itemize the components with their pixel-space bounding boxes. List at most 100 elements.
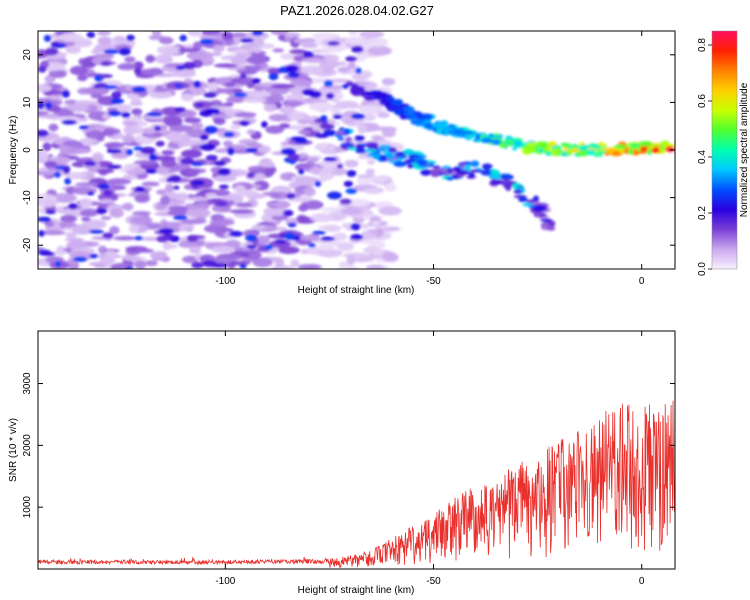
spectrogram-track-cell bbox=[407, 115, 417, 121]
spectrogram-noise-cell bbox=[300, 40, 319, 49]
spectrogram-y-label: Frequency (Hz) bbox=[8, 116, 19, 185]
spectrogram-noise-cell bbox=[339, 198, 352, 205]
spectrogram-noise-cell bbox=[210, 245, 236, 253]
spectrogram-noise-cell bbox=[48, 69, 67, 79]
spectrogram-track-cell bbox=[545, 151, 553, 155]
spectrogram-track-cell bbox=[372, 95, 386, 100]
spectrogram-noise-cell bbox=[323, 224, 342, 233]
spectrogram-branch-cell bbox=[451, 174, 461, 180]
colorbar-tick-label: 0.2 bbox=[697, 206, 708, 220]
spectrogram-noise-cell bbox=[81, 62, 96, 68]
colorbar-label: Normalized spectral amplitude bbox=[739, 82, 750, 217]
spectrogram-noise-cell bbox=[227, 261, 236, 269]
spectrogram-noise-cell bbox=[372, 250, 384, 255]
spectrogram-noise-cell bbox=[251, 31, 264, 36]
spectrogram-noise-cell bbox=[172, 70, 196, 78]
y-tick-label: 0 bbox=[22, 147, 33, 153]
spectrogram-y-ticks: -20 -10 0 10 20 bbox=[22, 49, 675, 252]
spectrogram-noise-cell bbox=[338, 66, 351, 73]
colorbar-ticks: 0.0 0.2 0.4 0.6 0.8 bbox=[697, 38, 712, 276]
spectrogram-track-cell bbox=[413, 111, 422, 115]
spectrogram-noise-cell bbox=[108, 110, 122, 117]
spectrogram-noise-cell bbox=[38, 129, 49, 137]
spectrogram-noise-cell bbox=[249, 65, 261, 72]
spectrogram-noise-cell bbox=[247, 165, 266, 173]
spectrogram-noise-cell bbox=[44, 220, 55, 228]
spectrogram-branch-cell bbox=[360, 143, 367, 147]
spectrogram-noise-cell bbox=[246, 55, 267, 65]
spectrogram-noise-cell bbox=[78, 125, 89, 130]
spectrogram-branch-cell bbox=[334, 134, 343, 138]
spectrogram-noise-cell bbox=[52, 193, 77, 203]
spectrogram-noise-cell bbox=[38, 84, 52, 93]
spectrogram-noise-cell bbox=[312, 230, 326, 235]
spectrogram-noise-cell bbox=[162, 241, 172, 251]
spectrogram-noise-cell bbox=[199, 143, 216, 151]
spectrogram-noise-cell bbox=[344, 36, 367, 46]
spectrogram-branch-cell bbox=[429, 168, 442, 174]
spectrogram-noise-cell bbox=[261, 121, 268, 128]
spectrogram-branch-cell bbox=[402, 148, 414, 156]
spectrogram-track-cell bbox=[639, 146, 648, 151]
spectrogram-noise-cell bbox=[221, 31, 234, 40]
spectrogram-noise-cell bbox=[348, 31, 359, 36]
spectrogram-noise-cell bbox=[242, 97, 268, 103]
spectrogram-noise-cell bbox=[204, 125, 218, 134]
spectrogram-noise-cell bbox=[212, 44, 225, 53]
spectrogram-noise-cell bbox=[135, 248, 154, 253]
spectrogram-noise-cell bbox=[40, 251, 56, 257]
colorbar-frame bbox=[711, 30, 738, 270]
spectrogram-track-cell bbox=[571, 143, 578, 149]
spectrogram-track-cell bbox=[536, 143, 549, 150]
snr-frame bbox=[37, 330, 676, 570]
y-tick-label: 2000 bbox=[22, 434, 33, 457]
spectrogram-noise-cell bbox=[181, 149, 203, 159]
snr-y-label: SNR (10 * v/v) bbox=[8, 418, 19, 482]
snr-panel: -100 -50 0 1000 2000 3000 Height of straight… bbox=[8, 330, 676, 596]
spectrogram-noise-cell bbox=[133, 67, 142, 75]
spectrogram-branch-cell bbox=[546, 225, 556, 231]
spectrogram-heatmap bbox=[38, 31, 675, 269]
spectrogram-noise-cell bbox=[122, 174, 138, 180]
spectrogram-noise-cell bbox=[38, 230, 45, 237]
spectrogram-noise-cell bbox=[84, 86, 110, 96]
spectrogram-noise-cell bbox=[185, 203, 195, 209]
spectrogram-noise-cell bbox=[139, 68, 164, 76]
spectrogram-noise-cell bbox=[232, 88, 243, 94]
spectrogram-noise-cell bbox=[282, 100, 305, 107]
spectrogram-track-cell bbox=[595, 150, 604, 154]
colorbar: 0.0 0.2 0.4 0.6 0.8 Normalized spectral ampl… bbox=[697, 30, 750, 276]
spectrogram-noise-cell bbox=[40, 230, 66, 236]
spectrogram-noise-cell bbox=[45, 256, 65, 264]
spectrogram-noise-cell bbox=[90, 49, 101, 54]
spectrogram-noise-cell bbox=[67, 203, 78, 210]
spectrogram-noise-cell bbox=[297, 130, 311, 135]
spectrogram-track-cell bbox=[505, 139, 512, 143]
spectrogram-noise-cell bbox=[177, 141, 188, 148]
spectrogram-branch-cell bbox=[525, 199, 537, 203]
spectrogram-noise-cell bbox=[320, 236, 335, 242]
spectrogram-noise-cell bbox=[74, 240, 85, 246]
spectrogram-track-cell bbox=[351, 90, 363, 97]
spectrogram-branch-cell bbox=[468, 172, 475, 178]
colorbar-tick-label: 0.0 bbox=[697, 262, 708, 276]
spectrogram-noise-cell bbox=[290, 259, 300, 268]
spectrogram-branch-cell bbox=[340, 142, 355, 146]
spectrogram-noise-cell bbox=[276, 226, 287, 232]
spectrogram-noise-cell bbox=[332, 232, 348, 241]
spectrogram-noise-cell bbox=[252, 45, 262, 53]
spectrogram-noise-cell bbox=[191, 122, 204, 130]
spectrogram-noise-cell bbox=[106, 148, 122, 154]
spectrogram-branch-cell bbox=[319, 123, 333, 130]
spectrogram-noise-cell bbox=[246, 244, 257, 249]
spectrogram-noise-cell bbox=[288, 110, 305, 121]
spectrogram-noise-cell bbox=[102, 232, 114, 239]
spectrogram-noise-cell bbox=[140, 146, 156, 155]
spectrogram-noise-cell bbox=[76, 74, 88, 82]
spectrogram-noise-cell bbox=[89, 229, 104, 234]
spectrogram-noise-cell bbox=[223, 140, 233, 147]
spectrogram-noise-cell bbox=[347, 198, 371, 207]
spectrogram-noise-cell bbox=[277, 246, 300, 255]
spectrogram-branch-cell bbox=[513, 189, 523, 194]
spectrogram-noise-cell bbox=[345, 188, 358, 194]
